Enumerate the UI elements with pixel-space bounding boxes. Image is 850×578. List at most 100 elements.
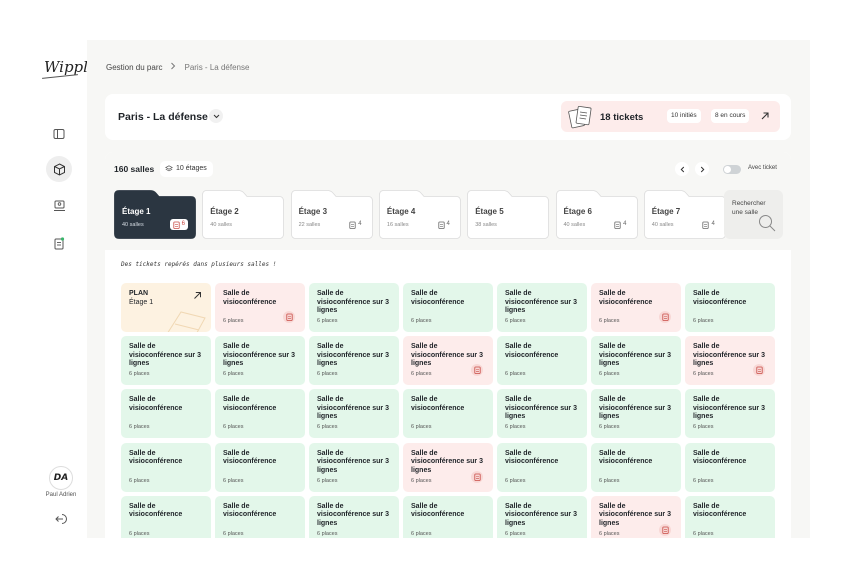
room-tile[interactable]: Salle de visioconférence sur 3 lignes 6 p… xyxy=(403,442,493,492)
room-capacity: 6 places xyxy=(129,477,150,484)
room-capacity: 6 places xyxy=(505,530,526,537)
room-name: Salle de visioconférence sur 3 lignes xyxy=(599,343,671,368)
room-name: Salle de visioconférence xyxy=(223,449,277,466)
room-capacity: 6 places xyxy=(505,424,526,431)
room-search[interactable]: Rechercher une salle xyxy=(724,190,783,239)
floor-name: Étage 1 xyxy=(122,207,151,216)
clipboard-icon xyxy=(285,313,293,321)
room-tile[interactable]: Salle de visioconférence 6 places xyxy=(685,495,775,538)
floor-ticket-badge: 4 xyxy=(346,219,364,230)
room-tile[interactable]: Salle de visioconférence sur 3 lignes 6 p… xyxy=(309,442,399,492)
room-tile[interactable]: Salle de visioconférence 6 places xyxy=(121,389,211,439)
room-tile[interactable]: Salle de visioconférence sur 3 lignes 6 p… xyxy=(215,336,305,386)
room-tile[interactable]: Salle de visioconférence 6 places xyxy=(403,283,493,332)
room-capacity: 6 places xyxy=(693,424,714,431)
room-name: Salle de visioconférence xyxy=(223,502,277,519)
floor-tab-5[interactable]: Étage 5 38 salles xyxy=(467,190,550,239)
room-tile[interactable]: Salle de visioconférence sur 3 lignes 6 p… xyxy=(309,283,399,332)
room-tile[interactable]: Salle de visioconférence sur 3 lignes 6 p… xyxy=(497,495,587,538)
floors-prev-button[interactable] xyxy=(675,162,689,176)
room-tile[interactable]: Salle de visioconférence 6 places xyxy=(215,283,305,332)
room-tile[interactable]: Salle de visioconférence 6 places xyxy=(121,495,211,538)
room-tile[interactable]: Salle de visioconférence 6 places xyxy=(591,442,681,492)
floor-tab-6[interactable]: Étage 6 40 salles 4 xyxy=(555,190,638,239)
room-tile[interactable]: Salle de visioconférence sur 3 lignes 6 p… xyxy=(309,495,399,538)
room-tile[interactable]: Salle de visioconférence 6 places xyxy=(685,283,775,332)
room-tile[interactable]: Salle de visioconférence sur 3 lignes 6 p… xyxy=(591,389,681,439)
room-name: Salle de visioconférence sur 3 lignes xyxy=(411,343,483,368)
room-tile[interactable]: Salle de visioconférence sur 3 lignes 6 p… xyxy=(309,389,399,439)
site-select-button[interactable] xyxy=(209,109,223,123)
room-capacity: 6 places xyxy=(411,477,432,484)
logout-icon[interactable] xyxy=(52,510,70,528)
app-logo[interactable]: Wipple xyxy=(44,58,97,76)
room-tile[interactable]: Salle de visioconférence 6 places xyxy=(121,442,211,492)
room-capacity: 6 places xyxy=(693,477,714,484)
room-tile[interactable]: Salle de visioconférence sur 3 lignes 6 p… xyxy=(497,283,587,332)
room-tile[interactable]: Salle de visioconférence 6 places xyxy=(497,442,587,492)
room-tile[interactable]: Salle de visioconférence sur 3 lignes 6 p… xyxy=(403,336,493,386)
room-tile[interactable]: Salle de visioconférence sur 3 lignes 6 p… xyxy=(121,336,211,386)
room-tile[interactable]: Salle de visioconférence 6 places xyxy=(215,442,305,492)
room-ticket-badge[interactable] xyxy=(659,523,671,536)
room-tile[interactable]: Salle de visioconférence 6 places xyxy=(497,336,587,386)
room-name: Salle de visioconférence xyxy=(223,396,277,412)
floor-tab-1[interactable]: Étage 1 40 salles 6 xyxy=(114,190,196,239)
floor-tab-4[interactable]: Étage 4 16 salles 4 xyxy=(378,190,461,239)
room-tile[interactable]: Salle de visioconférence 6 places xyxy=(215,495,305,538)
layers-icon xyxy=(165,165,173,172)
room-name: Salle de visioconférence xyxy=(411,502,465,519)
cube-icon[interactable] xyxy=(50,160,68,178)
room-tile[interactable]: Salle de visioconférence 6 places xyxy=(685,442,775,492)
room-name: Salle de visioconférence xyxy=(129,449,183,466)
main-panel: Gestion du parc Paris - La défense Paris… xyxy=(87,40,810,538)
room-ticket-badge[interactable] xyxy=(283,311,295,323)
monitor-user-icon[interactable] xyxy=(50,197,68,215)
room-tile[interactable]: Salle de visioconférence 6 places xyxy=(215,389,305,439)
arrow-up-right-icon[interactable] xyxy=(759,110,771,122)
floor-tab-7[interactable]: Étage 7 40 salles 4 xyxy=(643,190,726,239)
clipboard-icon xyxy=(473,366,481,375)
floor-name: Étage 3 xyxy=(298,207,328,216)
plan-tile[interactable]: PLAN Étage 1 xyxy=(121,283,211,332)
room-tile[interactable]: Salle de visioconférence sur 3 lignes 6 p… xyxy=(591,495,681,538)
room-tile[interactable]: Salle de visioconférence 6 places xyxy=(403,495,493,538)
room-ticket-badge[interactable] xyxy=(753,364,765,377)
tickets-in-progress-badge: 8 en cours xyxy=(711,109,750,123)
chevron-right-icon xyxy=(700,166,704,172)
room-tile[interactable]: Salle de visioconférence sur 3 lignes 6 p… xyxy=(497,389,587,439)
avatar[interactable]: DA xyxy=(49,466,73,490)
room-name: Salle de visioconférence xyxy=(129,396,183,412)
floor-plan-illustration-icon xyxy=(167,311,206,332)
tickets-summary[interactable]: 18 tickets 10 initiés 8 en cours xyxy=(561,101,780,132)
room-capacity: 6 places xyxy=(693,530,714,537)
layout-icon[interactable] xyxy=(50,125,68,143)
room-ticket-badge[interactable] xyxy=(659,311,671,323)
room-capacity: 6 places xyxy=(505,318,526,324)
clipboard-icon[interactable] xyxy=(50,234,68,252)
room-capacity: 6 places xyxy=(129,424,150,431)
room-tile[interactable]: Salle de visioconférence sur 3 lignes 6 p… xyxy=(685,389,775,439)
floor-ticket-badge: 6 xyxy=(169,219,188,230)
room-name: Salle de visioconférence xyxy=(599,449,653,466)
room-capacity: 6 places xyxy=(223,530,244,537)
clipboard-icon xyxy=(173,221,180,229)
room-tile[interactable]: Salle de visioconférence sur 3 lignes 6 p… xyxy=(685,336,775,386)
room-capacity: 6 places xyxy=(223,424,244,431)
breadcrumb-parent[interactable]: Gestion du parc xyxy=(106,62,163,72)
tickets-note: Des tickets repérés dans plusieurs salle… xyxy=(121,261,277,268)
floor-tab-2[interactable]: Étage 2 40 salles xyxy=(202,190,285,239)
floor-tab-3[interactable]: Étage 3 22 salles 4 xyxy=(290,190,373,239)
room-tile[interactable]: Salle de visioconférence 6 places xyxy=(591,283,681,332)
with-ticket-toggle[interactable] xyxy=(723,165,741,174)
room-capacity: 6 places xyxy=(317,318,338,324)
room-tile[interactable]: Salle de visioconférence sur 3 lignes 6 p… xyxy=(309,336,399,386)
user-name: Paul Adrien xyxy=(45,492,77,498)
floors-next-button[interactable] xyxy=(695,162,709,176)
room-tile[interactable]: Salle de visioconférence sur 3 lignes 6 p… xyxy=(591,336,681,386)
room-capacity: 6 places xyxy=(599,371,620,378)
room-ticket-badge[interactable] xyxy=(471,364,483,377)
clipboard-icon xyxy=(661,313,669,321)
room-tile[interactable]: Salle de visioconférence 6 places xyxy=(403,389,493,439)
room-ticket-badge[interactable] xyxy=(471,470,483,483)
